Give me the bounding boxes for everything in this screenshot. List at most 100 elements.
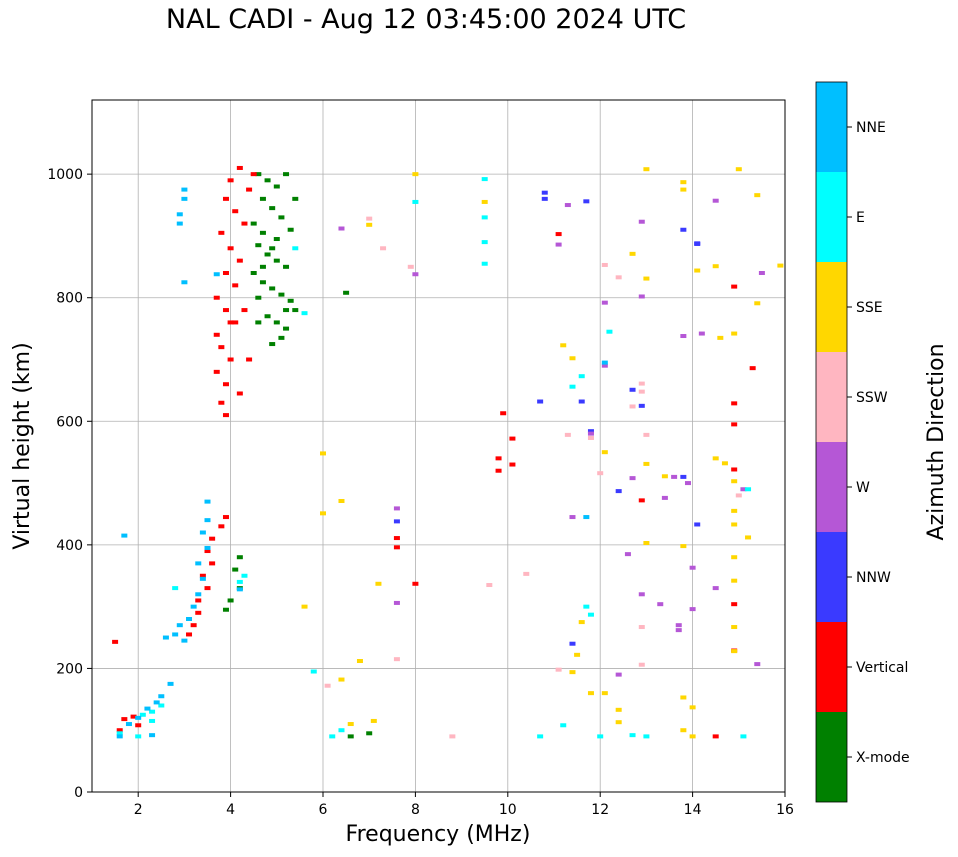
echo-point-sse (731, 508, 738, 513)
echo-point-vertical (236, 258, 243, 263)
echo-point-nnw (680, 227, 687, 232)
echo-point-e (537, 734, 544, 739)
echo-point-vertical (731, 401, 738, 406)
echo-point-vertical (236, 391, 243, 396)
echo-point-e (481, 261, 488, 266)
echo-point-vertical (195, 610, 202, 615)
echo-point-e (292, 246, 299, 251)
echo-point-ssw (638, 389, 645, 394)
echo-point-ssw (597, 471, 604, 476)
echo-point-w (629, 476, 636, 481)
echo-point-w (689, 607, 696, 612)
echo-point-x-mode (259, 280, 266, 285)
echo-point-nne (583, 515, 590, 520)
x-tick-label: 10 (499, 802, 517, 818)
echo-point-w (698, 331, 705, 336)
echo-point-sse (712, 456, 719, 461)
echo-point-sse (601, 691, 608, 696)
echo-point-sse (661, 474, 668, 479)
x-tick-label: 6 (319, 802, 328, 818)
echo-point-x-mode (264, 314, 271, 319)
echo-point-w (638, 219, 645, 224)
echo-point-x-mode (283, 308, 290, 313)
echo-point-vertical (638, 498, 645, 503)
echo-point-vertical (712, 734, 719, 739)
echo-point-sse (694, 268, 701, 273)
echo-point-vertical (495, 468, 502, 473)
echo-point-nne (176, 221, 183, 226)
echo-point-w (712, 198, 719, 203)
echo-point-ssw (564, 432, 571, 437)
echo-point-vertical (218, 524, 225, 529)
echo-point-nnw (583, 199, 590, 204)
echo-point-x-mode (278, 335, 285, 340)
echo-point-sse (338, 677, 345, 682)
echo-point-vertical (112, 639, 119, 644)
echo-point-e (740, 734, 747, 739)
echo-point-nnw (629, 387, 636, 392)
echo-point-nne (162, 635, 169, 640)
echo-point-nne (125, 722, 132, 727)
echo-point-x-mode (273, 258, 280, 263)
echo-point-x-mode (366, 731, 373, 736)
echo-point-sse (717, 335, 724, 340)
echo-point-nnw (638, 403, 645, 408)
echo-point-nnw (537, 399, 544, 404)
x-tick-label: 4 (226, 802, 235, 818)
echo-point-ssw (380, 246, 387, 251)
echo-point-sse (731, 649, 738, 654)
echo-point-sse (338, 498, 345, 503)
echo-point-e (149, 709, 156, 714)
echo-point-vertical (495, 456, 502, 461)
echo-point-w (657, 602, 664, 607)
echo-point-x-mode (255, 172, 262, 177)
echo-point-vertical (232, 320, 239, 325)
echo-point-ssw (638, 625, 645, 630)
echo-point-e (597, 734, 604, 739)
echo-point-ssw (638, 662, 645, 667)
echo-point-vertical (222, 413, 229, 418)
echo-point-sse (366, 222, 373, 227)
echo-point-nne (195, 592, 202, 597)
colorbar-label-ssw: SSW (856, 390, 888, 406)
echo-point-ssw (449, 734, 456, 739)
colorbar-frame (815, 81, 848, 803)
echo-point-e (135, 734, 142, 739)
echo-point-sse (643, 541, 650, 546)
echo-point-e (583, 604, 590, 609)
echo-point-sse (680, 728, 687, 733)
echo-point-vertical (241, 221, 248, 226)
echo-point-w (684, 481, 691, 486)
colorbar-label: Azimuth Direction (924, 343, 949, 540)
echo-point-vertical (199, 573, 206, 578)
echo-point-sse (731, 578, 738, 583)
echo-point-nnw (578, 399, 585, 404)
echo-point-e (412, 199, 419, 204)
echo-point-nne (158, 694, 165, 699)
echo-point-nnw (680, 474, 687, 479)
echo-point-vertical (509, 436, 516, 441)
echo-point-x-mode (273, 237, 280, 242)
colorbar-label-x-mode: X-mode (856, 750, 910, 766)
echo-point-sse (601, 450, 608, 455)
echo-point-sse (680, 180, 687, 185)
echo-point-e (578, 374, 585, 379)
colorbar-segment-x-mode (816, 712, 847, 802)
echo-point-w (671, 474, 678, 479)
echo-point-sse (643, 276, 650, 281)
echo-point-e (158, 703, 165, 708)
echo-point-x-mode (232, 567, 239, 572)
echo-point-vertical (204, 586, 211, 591)
axes: 2 4 6 8 10 12 14 16 0 200 400 600 800 1000 (47, 167, 794, 818)
echo-point-e (569, 384, 576, 389)
echo-point-nne (135, 715, 142, 720)
echo-point-nne (116, 734, 123, 739)
echo-point-w (758, 271, 765, 275)
echo-point-x-mode (292, 308, 299, 313)
echo-point-nne (176, 623, 183, 628)
echo-point-x-mode (273, 184, 280, 189)
grid-lines (92, 100, 785, 792)
y-tick-label: 0 (74, 785, 83, 801)
echo-point-w (555, 242, 562, 247)
echo-point-sse (680, 544, 687, 549)
